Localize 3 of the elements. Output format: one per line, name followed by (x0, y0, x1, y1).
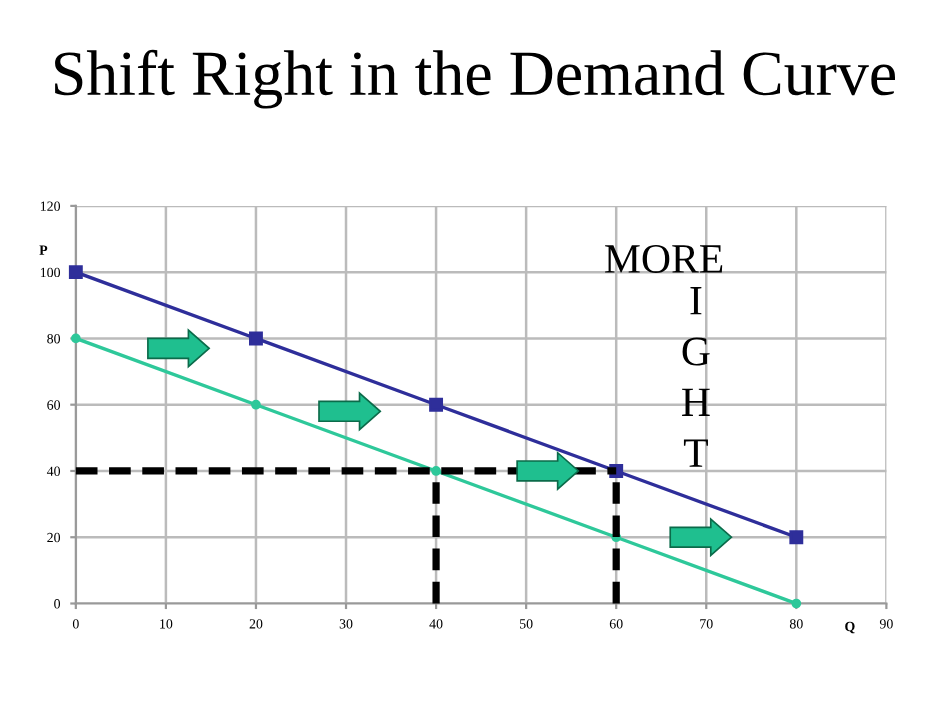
annotation: MORE (605, 244, 723, 273)
chart-title: Shift Right in the Demand Curve (55, 49, 895, 109)
annotation: I G H T (682, 287, 710, 467)
